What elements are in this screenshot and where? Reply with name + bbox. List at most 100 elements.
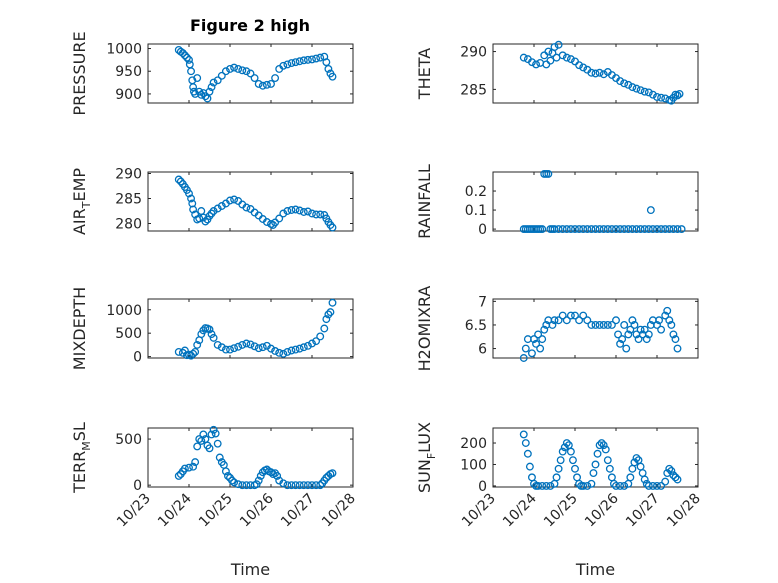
- y-tick-label: 1000: [106, 303, 142, 319]
- data-point: [591, 460, 600, 469]
- data-point: [605, 464, 614, 473]
- data-point: [587, 479, 596, 488]
- data-point: [283, 207, 292, 215]
- y-tick-label: 100: [460, 457, 487, 473]
- y-tick-label: 0.1: [465, 203, 487, 219]
- data-point: [191, 347, 200, 356]
- data-point: [189, 462, 198, 471]
- data-point: [626, 473, 635, 482]
- data-point: [536, 344, 545, 353]
- data-point: [583, 225, 592, 234]
- data-point: [620, 79, 629, 88]
- data-point: [328, 298, 337, 307]
- x-tick-label: 10/28: [319, 491, 359, 531]
- data-point: [182, 53, 191, 62]
- data-point: [303, 481, 312, 490]
- data-point: [234, 480, 243, 489]
- panel-terr-msl: 0 500 TERRMSL 10/23 10/24 10/25 10/26 10/27 10/2…: [70, 422, 359, 579]
- data-point: [665, 316, 674, 325]
- data-point: [258, 343, 267, 352]
- data-point: [295, 206, 304, 215]
- data-point: [189, 205, 198, 214]
- data-point: [630, 321, 639, 329]
- data-point: [303, 207, 312, 216]
- data-point: [595, 68, 604, 77]
- data-point: [640, 475, 649, 484]
- data-point: [328, 223, 337, 232]
- data-point: [291, 345, 300, 354]
- y-axis-label-pressure: PRESSURE: [70, 31, 89, 115]
- data-point: [528, 349, 536, 358]
- data-point: [303, 55, 312, 64]
- data-point: [622, 344, 631, 353]
- y-tick-label: 0: [133, 478, 142, 494]
- data-point: [626, 325, 635, 334]
- data-point: [550, 316, 559, 325]
- data-point: [534, 481, 543, 490]
- data-point: [632, 225, 641, 234]
- data-point: [308, 339, 316, 348]
- data-point: [283, 481, 292, 490]
- x-tick-label: 10/28: [664, 491, 704, 531]
- data-point: [562, 225, 571, 234]
- data-point: [616, 481, 625, 490]
- data-point: [324, 310, 333, 319]
- data-point: [191, 210, 200, 219]
- x-tick-label: 10/26: [582, 490, 622, 530]
- series-terr-msl: [174, 425, 337, 490]
- data-point: [540, 325, 549, 334]
- data-point: [320, 324, 329, 333]
- y-tick-label: 500: [115, 326, 142, 342]
- y-axis-label-air-temp: AIRTEMP: [70, 168, 93, 235]
- data-point: [620, 321, 629, 329]
- data-point: [593, 449, 602, 458]
- y-tick-label: 290: [115, 167, 142, 183]
- data-point: [644, 330, 653, 339]
- data-point: [595, 441, 604, 450]
- y-tick-label: 6: [478, 342, 487, 358]
- data-point: [550, 225, 559, 234]
- data-point: [603, 225, 612, 234]
- data-point: [521, 344, 530, 353]
- data-point: [178, 49, 187, 58]
- data-point: [283, 60, 292, 69]
- data-point: [644, 481, 653, 490]
- y-tick-label: 6.5: [465, 318, 487, 334]
- data-point: [291, 58, 300, 67]
- data-point: [523, 449, 532, 458]
- data-point: [205, 444, 214, 453]
- data-point: [544, 169, 553, 178]
- data-point: [242, 67, 251, 76]
- data-point: [620, 481, 629, 490]
- panel-air-temp: 280 285 290 AIRTEMP: [70, 167, 354, 235]
- data-point: [279, 61, 288, 70]
- data-point: [195, 214, 204, 223]
- data-point: [579, 481, 588, 490]
- data-point: [587, 68, 596, 77]
- data-point: [575, 225, 584, 234]
- data-point: [616, 225, 625, 234]
- data-point: [312, 54, 321, 63]
- data-point: [185, 463, 193, 472]
- data-point: [295, 481, 304, 490]
- data-point: [636, 225, 645, 234]
- data-point: [532, 60, 540, 69]
- y-tick-label: 950: [115, 64, 142, 80]
- data-point: [566, 55, 575, 64]
- data-point: [234, 65, 243, 73]
- data-point: [614, 330, 622, 339]
- data-point: [217, 71, 226, 80]
- data-point: [538, 335, 547, 344]
- series-rainfall: [519, 169, 686, 234]
- data-point: [238, 66, 247, 75]
- data-point: [640, 325, 649, 334]
- data-point: [589, 469, 598, 478]
- data-point: [640, 87, 649, 96]
- data-point: [640, 225, 649, 234]
- data-point: [238, 340, 247, 349]
- data-point: [250, 342, 259, 351]
- data-point: [562, 316, 571, 325]
- data-point: [279, 479, 288, 488]
- panel-pressure: 900 950 1000 PRESSURE: [70, 31, 354, 116]
- data-point: [221, 67, 230, 76]
